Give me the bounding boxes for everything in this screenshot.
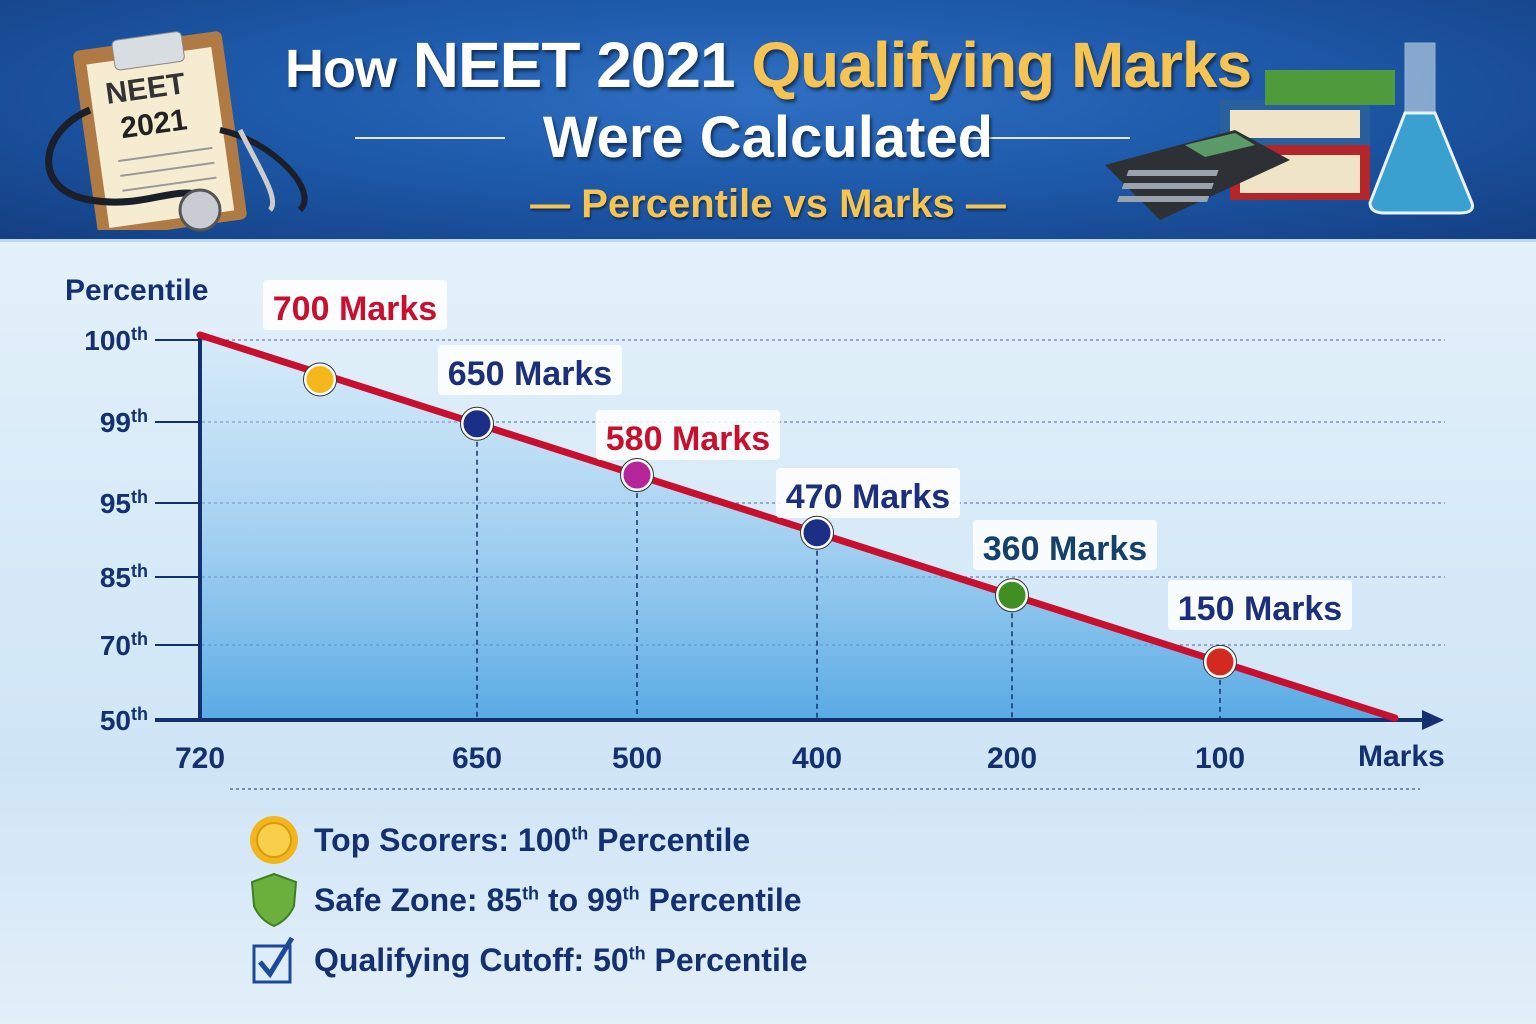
legend-text: Qualifying Cutoff: 50th Percentile bbox=[314, 941, 808, 978]
x-tick-label: 650 bbox=[452, 742, 502, 775]
title-line-2: Were Calculated bbox=[542, 105, 994, 170]
data-point bbox=[460, 407, 494, 441]
data-point bbox=[800, 516, 834, 550]
data-point-outline bbox=[620, 458, 654, 493]
x-tick-label: 720 bbox=[175, 742, 225, 775]
legend-text: Top Scorers: 100th Percentile bbox=[314, 821, 751, 858]
x-tick-label: 400 bbox=[792, 742, 842, 775]
y-tick-label: 100th bbox=[84, 324, 148, 356]
point-label-bg bbox=[973, 520, 1157, 570]
clipboard-icon: NEET 2021 bbox=[73, 31, 247, 230]
point-label-bg bbox=[596, 410, 780, 460]
point-label: 580 Marks bbox=[606, 420, 770, 458]
header-banner: NEET 2021 How NEET 2021 Qualifying Marks… bbox=[0, 0, 1536, 242]
title-prefix: How bbox=[284, 39, 397, 99]
point-label: 470 Marks bbox=[786, 478, 950, 516]
data-point-outline bbox=[1203, 644, 1237, 679]
legend-item-top-scorers: Top Scorers: 100th Percentile bbox=[248, 814, 750, 866]
data-point-outline bbox=[995, 578, 1029, 613]
flask-icon bbox=[1368, 42, 1474, 215]
y-tick-label: 50th bbox=[100, 704, 148, 736]
x-tick-label: 100 bbox=[1195, 742, 1245, 775]
data-point bbox=[995, 578, 1029, 612]
point-label: 650 Marks bbox=[448, 355, 612, 393]
subtitle: — Percentile vs Marks — bbox=[530, 182, 1006, 226]
point-label-bg bbox=[1168, 580, 1352, 630]
y-tick-label: 70th bbox=[100, 629, 148, 661]
y-axis-label: Percentile bbox=[65, 274, 208, 307]
x-tick-label: 500 bbox=[612, 742, 662, 775]
y-tick-label: 85th bbox=[100, 561, 148, 593]
title-rule-left bbox=[355, 137, 505, 139]
x-axis-label: Marks bbox=[1358, 740, 1445, 773]
data-point-outline bbox=[800, 515, 834, 550]
stethoscope-icon bbox=[45, 106, 308, 232]
point-label: 700 Marks bbox=[273, 290, 437, 328]
y-tick-label: 99th bbox=[100, 406, 148, 438]
calculator-icon bbox=[1105, 130, 1290, 220]
title-highlight: Qualifying Marks bbox=[751, 29, 1252, 101]
shield-icon bbox=[248, 872, 300, 928]
title-main: NEET 2021 bbox=[412, 29, 736, 101]
title-rule-right bbox=[960, 137, 1130, 139]
x-tick-label: 200 bbox=[987, 742, 1037, 775]
legend-item-qualifying-cutoff: Qualifying Cutoff: 50th Percentile bbox=[248, 934, 808, 986]
point-label-bg bbox=[263, 280, 447, 330]
data-point-outline bbox=[303, 362, 337, 397]
gold-medal-icon bbox=[248, 814, 300, 866]
point-label: 150 Marks bbox=[1178, 590, 1342, 628]
data-point-outline bbox=[460, 406, 494, 441]
point-label-bg bbox=[438, 345, 622, 395]
point-label: 360 Marks bbox=[983, 530, 1147, 568]
point-label-bg bbox=[776, 468, 960, 518]
trend-line bbox=[196, 331, 1399, 722]
title-line-1: How NEET 2021 Qualifying Marks bbox=[0, 28, 1536, 102]
data-point bbox=[1203, 645, 1237, 679]
y-tick-label: 95th bbox=[100, 487, 148, 519]
legend-text: Safe Zone: 85th to 99th Percentile bbox=[314, 881, 802, 918]
data-point bbox=[303, 362, 337, 396]
data-point bbox=[620, 458, 654, 492]
checkbox-icon bbox=[248, 934, 300, 986]
x-axis-arrow bbox=[1422, 710, 1444, 730]
legend-item-safe-zone: Safe Zone: 85th to 99th Percentile bbox=[248, 872, 802, 928]
